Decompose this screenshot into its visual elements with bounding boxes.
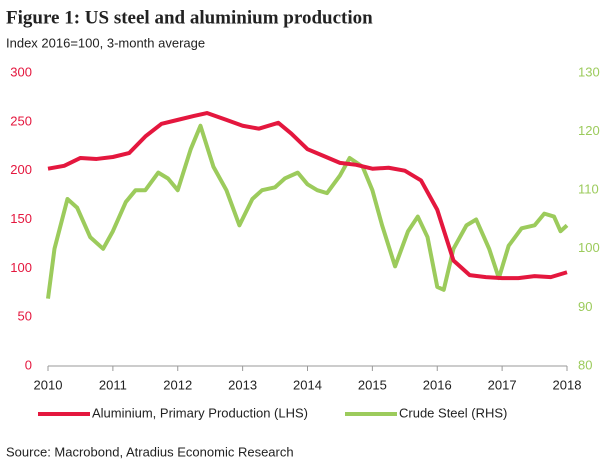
y-tick-label: 50 bbox=[18, 309, 32, 324]
y2-tick-label: 130 bbox=[578, 64, 600, 79]
x-tick-label: 2017 bbox=[488, 377, 517, 392]
series-line bbox=[46, 123, 569, 299]
y2-tick-label: 110 bbox=[578, 182, 599, 197]
source: Source: Macrobond, Atradius Economic Res… bbox=[6, 444, 294, 459]
legend-label: Aluminium, Primary Production (LHS) bbox=[92, 405, 308, 420]
x-tick-label: 2018 bbox=[553, 377, 582, 392]
x-tick-label: 2013 bbox=[228, 377, 257, 392]
x-tick-label: 2010 bbox=[34, 377, 63, 392]
y-tick-label: 200 bbox=[10, 162, 32, 177]
y2-tick-label: 120 bbox=[578, 123, 600, 138]
y-tick-label: 0 bbox=[25, 357, 32, 372]
subtitle: Index 2016=100, 3-month average bbox=[6, 35, 205, 50]
y2-tick-label: 80 bbox=[578, 357, 592, 372]
x-tick-label: 2014 bbox=[293, 377, 322, 392]
series-line bbox=[47, 111, 568, 281]
x-tick-label: 2011 bbox=[99, 377, 127, 392]
x-tick-label: 2012 bbox=[163, 377, 192, 392]
y-tick-label: 100 bbox=[10, 260, 32, 275]
y2-tick-label: 90 bbox=[578, 299, 592, 314]
y-tick-label: 300 bbox=[10, 64, 32, 79]
x-tick-label: 2015 bbox=[358, 377, 387, 392]
y2-tick-label: 100 bbox=[578, 240, 600, 255]
legend-label: Crude Steel (RHS) bbox=[399, 405, 507, 420]
x-tick-label: 2016 bbox=[423, 377, 452, 392]
chart-title: Figure 1: US steel and aluminium product… bbox=[6, 7, 373, 28]
y-tick-label: 150 bbox=[10, 211, 32, 226]
y-tick-label: 250 bbox=[10, 113, 32, 128]
